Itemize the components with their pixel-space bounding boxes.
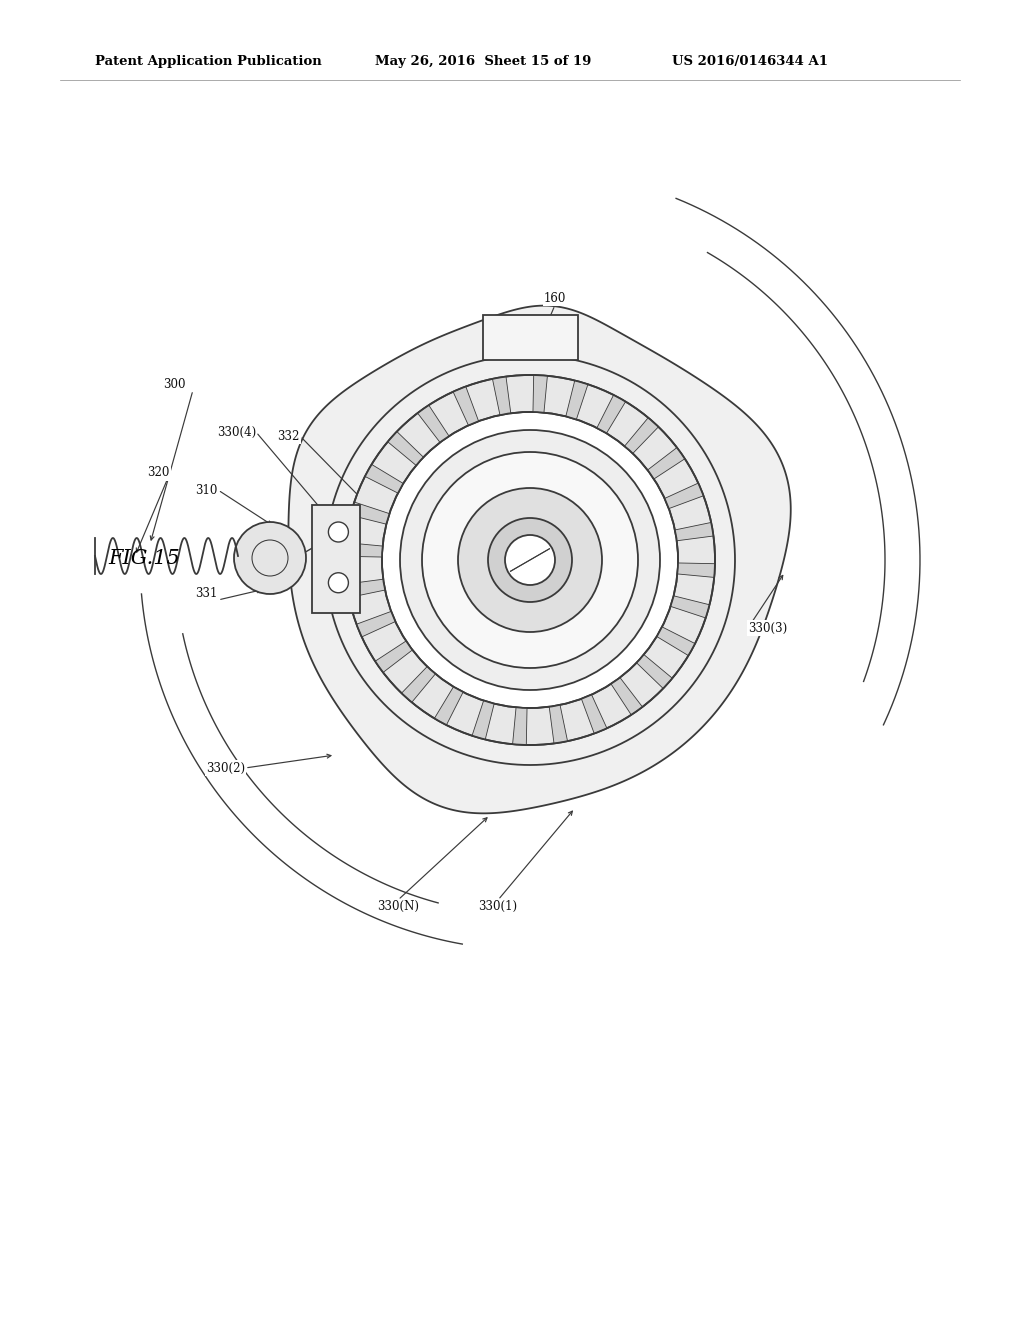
Text: 320: 320 [147, 466, 170, 479]
Circle shape [505, 535, 555, 585]
Text: 330(2): 330(2) [206, 762, 245, 775]
Text: 332: 332 [278, 429, 300, 442]
Polygon shape [566, 380, 588, 420]
Polygon shape [549, 705, 567, 743]
Polygon shape [312, 506, 360, 612]
Polygon shape [493, 376, 511, 414]
Circle shape [329, 521, 348, 543]
Polygon shape [418, 405, 449, 442]
Polygon shape [647, 447, 685, 479]
Polygon shape [365, 465, 403, 494]
Polygon shape [677, 562, 715, 577]
Polygon shape [513, 708, 527, 744]
Polygon shape [625, 417, 658, 454]
Polygon shape [346, 579, 385, 598]
Polygon shape [434, 686, 463, 725]
Circle shape [234, 521, 306, 594]
Polygon shape [637, 655, 673, 689]
Text: 331: 331 [196, 587, 218, 601]
Circle shape [488, 517, 572, 602]
Polygon shape [401, 667, 435, 702]
Polygon shape [472, 701, 495, 739]
Circle shape [345, 375, 715, 744]
Circle shape [382, 412, 678, 708]
Text: FIG.15: FIG.15 [108, 549, 180, 568]
Polygon shape [356, 611, 395, 638]
Text: 160: 160 [544, 292, 566, 305]
Text: 330(4): 330(4) [217, 425, 256, 438]
Text: 330(3): 330(3) [748, 622, 787, 635]
Polygon shape [611, 677, 642, 715]
Polygon shape [532, 375, 548, 413]
Text: 330(1): 330(1) [478, 900, 517, 913]
Circle shape [458, 488, 602, 632]
Polygon shape [453, 387, 478, 425]
Polygon shape [289, 306, 791, 813]
Text: May 26, 2016  Sheet 15 of 19: May 26, 2016 Sheet 15 of 19 [375, 55, 592, 69]
Text: US 2016/0146344 A1: US 2016/0146344 A1 [672, 55, 828, 69]
Text: 310: 310 [196, 483, 218, 496]
Text: 300: 300 [164, 379, 186, 392]
Text: 330(N): 330(N) [377, 900, 419, 913]
Polygon shape [665, 483, 703, 508]
Polygon shape [597, 395, 626, 433]
Polygon shape [345, 543, 383, 557]
Polygon shape [482, 315, 578, 360]
Circle shape [422, 451, 638, 668]
Polygon shape [375, 642, 413, 672]
Polygon shape [582, 694, 607, 734]
Polygon shape [388, 432, 424, 466]
Polygon shape [675, 523, 714, 541]
Text: Patent Application Publication: Patent Application Publication [95, 55, 322, 69]
Polygon shape [671, 595, 710, 618]
Circle shape [329, 573, 348, 593]
Polygon shape [656, 627, 695, 656]
Circle shape [400, 430, 660, 690]
Polygon shape [350, 502, 389, 524]
